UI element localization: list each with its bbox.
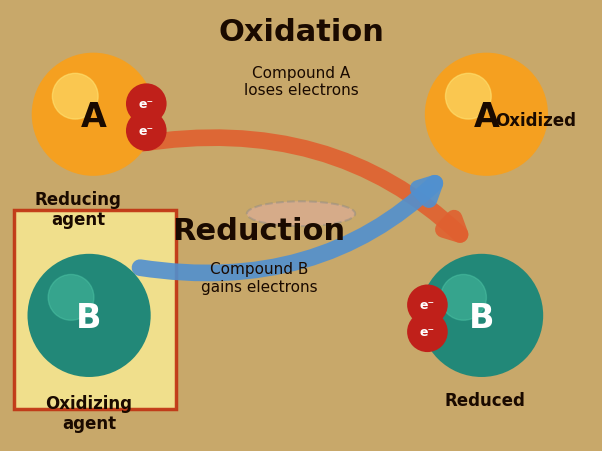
Text: Compound B
gains electrons: Compound B gains electrons: [200, 262, 317, 294]
Text: Oxidation: Oxidation: [218, 18, 384, 47]
Text: e⁻: e⁻: [420, 299, 435, 312]
Ellipse shape: [52, 74, 98, 120]
FancyArrowPatch shape: [138, 138, 460, 235]
Text: e⁻: e⁻: [138, 98, 154, 111]
Ellipse shape: [48, 275, 94, 321]
Ellipse shape: [426, 55, 547, 175]
Text: B: B: [76, 302, 102, 335]
Text: e⁻: e⁻: [420, 326, 435, 339]
Text: B: B: [469, 302, 494, 335]
FancyArrowPatch shape: [140, 184, 435, 273]
Ellipse shape: [247, 202, 355, 226]
Text: Oxidized: Oxidized: [495, 112, 577, 130]
FancyBboxPatch shape: [14, 211, 176, 409]
Ellipse shape: [33, 55, 154, 175]
Text: A: A: [474, 101, 499, 134]
Ellipse shape: [408, 313, 447, 351]
Ellipse shape: [127, 85, 166, 124]
Ellipse shape: [29, 256, 149, 376]
Text: e⁻: e⁻: [138, 125, 154, 138]
Text: Reducing
agent: Reducing agent: [35, 190, 122, 229]
Text: Reduced: Reduced: [444, 391, 525, 409]
Text: Compound A
loses electrons: Compound A loses electrons: [244, 65, 358, 98]
Text: A: A: [81, 101, 106, 134]
Text: Oxidizing
agent: Oxidizing agent: [46, 394, 132, 433]
Text: Reduction: Reduction: [172, 216, 346, 245]
Ellipse shape: [445, 74, 491, 120]
Ellipse shape: [441, 275, 486, 321]
Ellipse shape: [127, 112, 166, 151]
Ellipse shape: [421, 256, 542, 376]
Ellipse shape: [408, 286, 447, 324]
